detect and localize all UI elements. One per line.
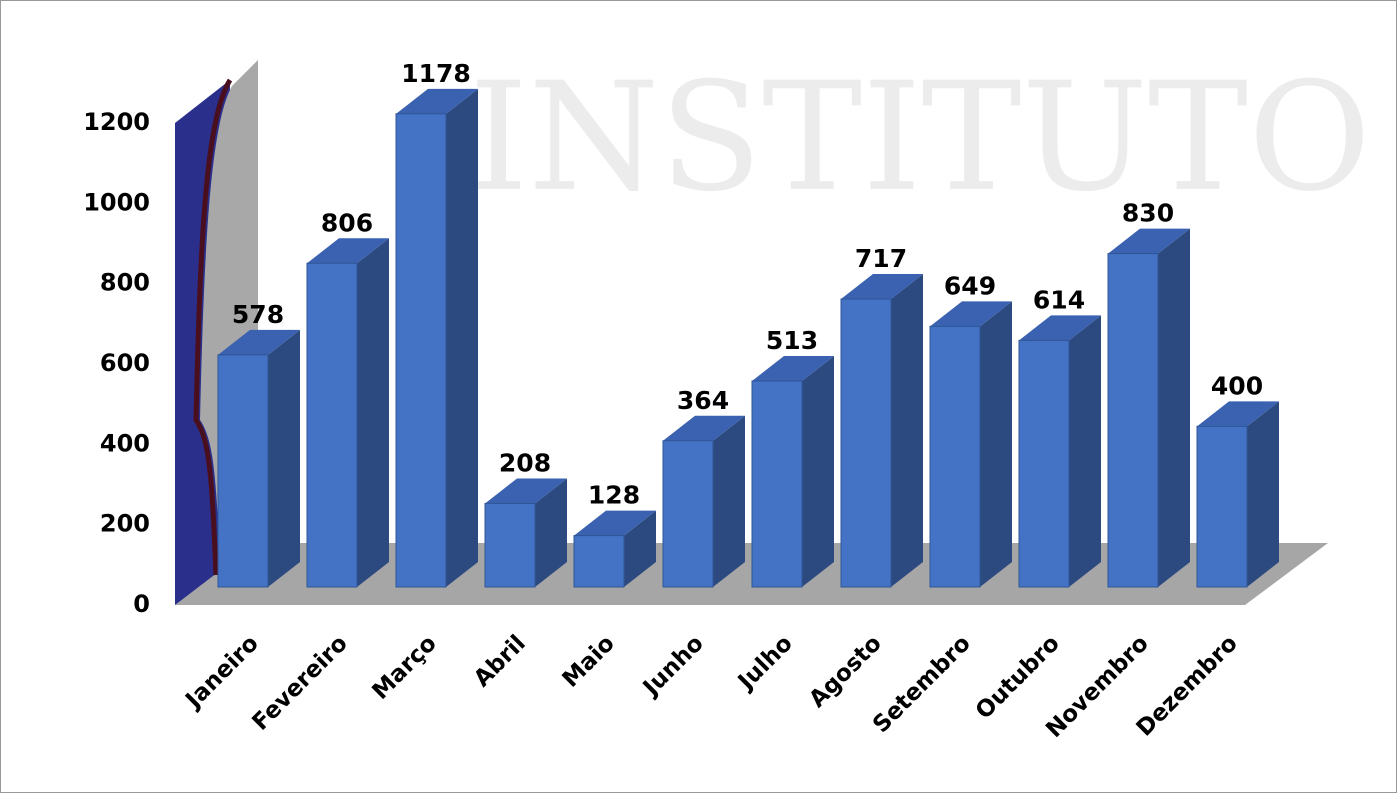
value-label: 806 xyxy=(321,208,373,237)
bar xyxy=(307,263,357,587)
value-label: 364 xyxy=(677,386,729,415)
value-label: 1178 xyxy=(401,59,471,88)
bar-side xyxy=(713,416,745,587)
bar-side xyxy=(446,89,478,587)
value-label: 513 xyxy=(766,326,818,355)
bar-side xyxy=(980,301,1012,587)
value-label: 128 xyxy=(588,481,640,510)
y-tick-label: 1000 xyxy=(83,188,150,216)
bar-side xyxy=(1158,229,1190,587)
value-label: 717 xyxy=(855,244,907,273)
y-tick-label: 1200 xyxy=(83,108,150,136)
bar xyxy=(930,326,980,587)
bar-side xyxy=(1069,315,1101,587)
bar-side xyxy=(891,274,923,587)
watermark: INSTITUTO xyxy=(469,51,1371,225)
bar-side xyxy=(268,330,300,587)
bar xyxy=(396,114,446,587)
value-label: 400 xyxy=(1211,371,1263,400)
bar xyxy=(1197,426,1247,587)
y-tick-label: 200 xyxy=(100,510,150,538)
value-label: 830 xyxy=(1122,199,1174,228)
bar-side xyxy=(802,356,834,587)
bar xyxy=(841,299,891,587)
value-label: 649 xyxy=(944,271,996,300)
bar xyxy=(218,355,268,587)
chart: INSTITUTO 020040060080010001200578Janeir… xyxy=(0,0,1398,794)
y-tick-label: 0 xyxy=(133,590,150,618)
bar-side xyxy=(357,238,389,587)
bar xyxy=(663,441,713,587)
y-tick-label: 600 xyxy=(100,349,150,377)
value-label: 614 xyxy=(1033,285,1085,314)
y-tick-label: 400 xyxy=(100,429,150,457)
y-tick-label: 800 xyxy=(100,269,150,297)
bar-side xyxy=(1247,401,1279,587)
bar xyxy=(485,503,535,587)
bar xyxy=(752,381,802,587)
bar xyxy=(574,536,624,587)
value-label: 208 xyxy=(499,448,551,477)
bar xyxy=(1019,340,1069,587)
bar xyxy=(1108,254,1158,587)
value-label: 578 xyxy=(232,300,284,329)
